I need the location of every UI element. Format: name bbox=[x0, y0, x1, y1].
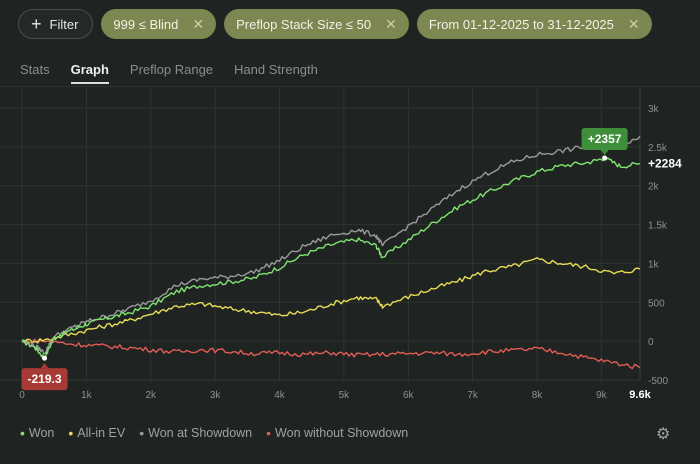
annotation-pointer bbox=[40, 363, 49, 369]
legend-item-showdown[interactable]: • Won at Showdown bbox=[139, 426, 252, 440]
tab-bar: Stats Graph Preflop Range Hand Strength bbox=[20, 62, 339, 84]
add-filter-label: Filter bbox=[49, 16, 79, 32]
annotation-pointer bbox=[600, 149, 609, 155]
add-filter-button[interactable]: + Filter bbox=[18, 9, 94, 39]
series-line-won-at-showdown bbox=[21, 135, 641, 355]
dot-icon: • bbox=[139, 425, 145, 441]
annotation-point bbox=[42, 355, 48, 361]
y-tick-label: 0 bbox=[648, 337, 654, 348]
filter-chip-date[interactable]: From 01-12-2025 to 31-12-2025 ✕ bbox=[416, 9, 652, 39]
x-tick-label: 0 bbox=[19, 390, 25, 401]
series-line-won-without-showdown bbox=[21, 338, 641, 370]
series-line-won bbox=[21, 157, 641, 360]
dot-icon: • bbox=[266, 425, 272, 441]
tab-divider bbox=[0, 86, 700, 87]
gear-icon[interactable]: ⚙ bbox=[656, 426, 671, 443]
tab-graph[interactable]: Graph bbox=[70, 62, 109, 84]
x-tick-label: 6k bbox=[403, 390, 415, 401]
close-icon[interactable]: ✕ bbox=[627, 15, 640, 32]
tab-hand-strength[interactable]: Hand Strength bbox=[234, 62, 318, 77]
y-tick-label: 1.5k bbox=[648, 221, 668, 232]
y-tick-label: 500 bbox=[648, 298, 665, 309]
close-icon[interactable]: ✕ bbox=[192, 15, 205, 32]
dot-icon: • bbox=[68, 425, 74, 441]
legend-label: Won bbox=[28, 426, 55, 440]
tab-stats[interactable]: Stats bbox=[20, 62, 50, 77]
annotation-badge bbox=[581, 127, 628, 150]
legend-label: All-in EV bbox=[77, 426, 126, 440]
x-tick-label: 8k bbox=[532, 390, 544, 401]
y-tick-label: 2.5k bbox=[648, 143, 668, 154]
series-line-all-in-ev bbox=[21, 256, 641, 344]
tab-preflop-range[interactable]: Preflop Range bbox=[129, 62, 214, 77]
chart-legend: • Won • All-in EV • Won at Showdown • Wo… bbox=[20, 426, 422, 440]
annotation-point bbox=[602, 155, 608, 161]
filter-bar: + Filter 999 ≤ Blind ✕ Preflop Stack Siz… bbox=[18, 9, 652, 39]
y-tick-label: 2k bbox=[648, 182, 660, 193]
y-tick-label: -500 bbox=[648, 376, 668, 387]
legend-label: Won at Showdown bbox=[148, 426, 253, 440]
annotation-label: +2357 bbox=[588, 132, 622, 146]
filter-chip-stack[interactable]: Preflop Stack Size ≤ 50 ✕ bbox=[224, 9, 409, 39]
x-tick-label: 1k bbox=[81, 390, 93, 401]
filter-chip-label: Preflop Stack Size ≤ 50 bbox=[236, 16, 372, 32]
y-tick-label: 1k bbox=[648, 259, 660, 270]
close-icon[interactable]: ✕ bbox=[385, 15, 397, 32]
legend-label: Won without Showdown bbox=[275, 426, 409, 440]
y-tick-label: 3k bbox=[648, 104, 660, 115]
filter-chip-label: 999 ≤ Blind bbox=[113, 16, 179, 32]
annotation-badge bbox=[21, 368, 68, 391]
x-end-label: 9.6k bbox=[629, 389, 651, 401]
x-tick-label: 7k bbox=[467, 390, 479, 401]
legend-item-without-showdown[interactable]: • Won without Showdown bbox=[266, 426, 408, 440]
annotation-label: -219.3 bbox=[28, 372, 62, 386]
end-value-label: +2284 bbox=[648, 157, 682, 171]
plus-icon: + bbox=[31, 14, 42, 34]
filter-chip-blind[interactable]: 999 ≤ Blind ✕ bbox=[101, 9, 217, 39]
profit-graph[interactable]: 3k 2.5k 2k 1.5k 1k 500 0 -500 0 1k 2k 3k 4k 5k 6k 7k 8k 9… bbox=[0, 88, 700, 418]
legend-item-won[interactable]: • Won bbox=[20, 426, 54, 440]
x-tick-label: 9k bbox=[596, 390, 608, 401]
dot-icon: • bbox=[20, 425, 25, 441]
legend-item-allin-ev[interactable]: • All-in EV bbox=[68, 426, 125, 440]
filter-chip-label: From 01-12-2025 to 31-12-2025 bbox=[428, 16, 614, 32]
x-tick-label: 4k bbox=[274, 390, 286, 401]
x-tick-label: 3k bbox=[210, 390, 222, 401]
x-tick-label: 2k bbox=[145, 390, 157, 401]
x-tick-label: 5k bbox=[339, 390, 351, 401]
